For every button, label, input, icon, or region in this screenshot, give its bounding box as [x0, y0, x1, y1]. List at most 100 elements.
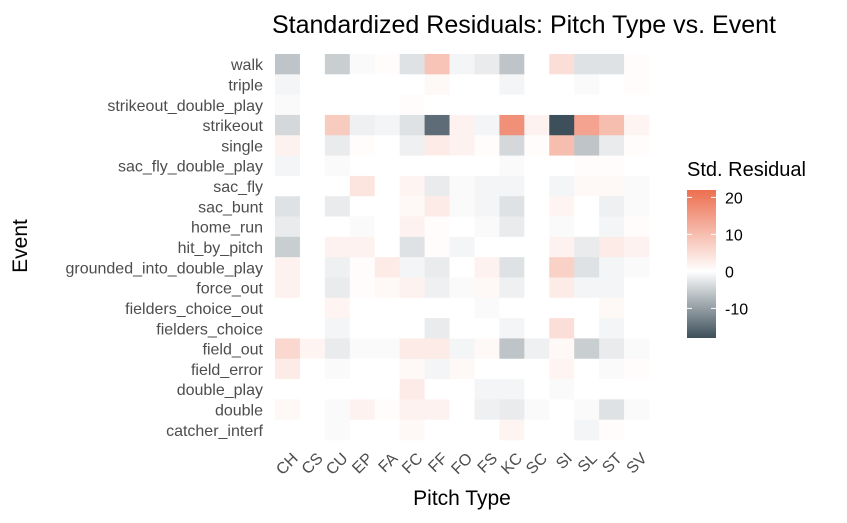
- heatmap-cell-sac_fly_double_play-SC: [524, 155, 550, 177]
- x-tick-label-SC: SC: [523, 450, 551, 478]
- heatmap-cell-double-SL: [574, 399, 600, 421]
- heatmap-cell-sac_bunt-CU: [324, 196, 351, 217]
- heatmap-cell-triple-SL: [574, 74, 600, 96]
- heatmap-cell-catcher_interf-FA: [374, 419, 401, 441]
- heatmap-cell-strikeout-SC: [524, 114, 550, 136]
- heatmap-cell-sac_fly_double_play-CH: [275, 155, 301, 177]
- heatmap-cell-strikeout_double_play-SV: [624, 94, 650, 116]
- heatmap-cell-triple-FC: [399, 74, 425, 96]
- x-tick-label-SL: SL: [575, 450, 601, 476]
- heatmap-cell-double_play-SL: [574, 379, 600, 400]
- heatmap-cell-strikeout_double_play-FF: [424, 94, 450, 116]
- heatmap-cell-single-SI: [549, 135, 575, 156]
- heatmap-cell-double_play-SV: [624, 379, 650, 400]
- heatmap-cell-strikeout-FC: [399, 114, 425, 136]
- legend-tick-label: 10: [725, 227, 743, 244]
- heatmap-cell-catcher_interf-FS: [474, 419, 500, 441]
- y-tick-label-hit_by_pitch: hit_by_pitch: [178, 240, 263, 257]
- heatmap-cell-force_out-FC: [399, 277, 425, 299]
- heatmap-cell-single-FA: [374, 135, 401, 156]
- heatmap-cell-hit_by_pitch-SC: [524, 236, 550, 258]
- heatmap-cell-sac_bunt-CH: [275, 196, 301, 217]
- heatmap-cell-home_run-CU: [324, 216, 351, 238]
- heatmap-cell-walk-FA: [374, 54, 401, 75]
- heatmap-cell-force_out-SL: [574, 277, 600, 299]
- heatmap-cell-single-ST: [599, 135, 625, 156]
- heatmap-cell-field_out-FC: [399, 338, 425, 360]
- heatmap-cell-fielders_choice-FS: [474, 318, 500, 339]
- y-tick-label-grounded_into_double_play: grounded_into_double_play: [65, 260, 263, 277]
- heatmap-cell-sac_fly_double_play-FS: [474, 155, 500, 177]
- legend: Std. Residual 20 10 0 -10: [687, 159, 806, 338]
- heatmap-cell-double_play-FO: [449, 379, 475, 400]
- heatmap-cell-double-FS: [474, 399, 500, 421]
- heatmap-cell-sac_fly_double_play-SL: [574, 155, 600, 177]
- heatmap-cell-field_out-EP: [349, 338, 376, 360]
- heatmap-cell-strikeout-ST: [599, 114, 625, 136]
- heatmap-cell-force_out-EP: [349, 277, 376, 299]
- y-tick-label-fielders_choice: fielders_choice: [156, 321, 263, 338]
- heatmap-cell-fielders_choice-SI: [549, 318, 575, 339]
- heatmap-cell-strikeout_double_play-FC: [399, 94, 425, 116]
- heatmap-cell-walk-FO: [449, 54, 475, 75]
- heatmap-cell-hit_by_pitch-EP: [349, 236, 376, 258]
- heatmap-cell-field_error-SI: [549, 358, 575, 380]
- heatmap-cell-fielders_choice_out-FF: [424, 297, 450, 319]
- heatmap-cell-fielders_choice-EP: [349, 318, 376, 339]
- heatmap-cell-sac_bunt-ST: [599, 196, 625, 217]
- x-tick-label-FF: FF: [425, 450, 451, 476]
- heatmap-cell-single-FS: [474, 135, 500, 156]
- heatmap-cell-single-SC: [524, 135, 550, 156]
- heatmap-cell-sac_fly_double_play-FC: [399, 155, 425, 177]
- heatmap-cell-hit_by_pitch-CH: [275, 236, 301, 258]
- heatmap-cell-field_out-FS: [474, 338, 500, 360]
- legend-ticks: 20 10 0 -10: [687, 190, 748, 318]
- legend-colorbar: [687, 190, 716, 338]
- heatmap-cell-fielders_choice_out-SC: [524, 297, 550, 319]
- heatmap-cell-single-SV: [624, 135, 650, 156]
- heatmap-cell-triple-CH: [275, 74, 301, 96]
- heatmap-cell-catcher_interf-EP: [349, 419, 376, 441]
- x-tick-label-FC: FC: [399, 450, 426, 477]
- heatmap-cell-catcher_interf-SI: [549, 419, 575, 441]
- y-tick-label-strikeout: strikeout: [203, 118, 264, 135]
- heatmap-cell-fielders_choice-SV: [624, 318, 650, 339]
- heatmap-cell-force_out-FF: [424, 277, 450, 299]
- heatmap-cell-triple-FF: [424, 74, 450, 96]
- heatmap-cell-grounded_into_double_play-FO: [449, 257, 475, 278]
- heatmap-cell-sac_fly-EP: [349, 175, 376, 197]
- heatmap-cell-triple-SC: [524, 74, 550, 96]
- heatmap-cell-triple-CU: [324, 74, 351, 96]
- x-tick-label-CH: CH: [273, 450, 301, 478]
- heatmap-cell-double-CU: [324, 399, 351, 421]
- heatmap-cell-double-KC: [499, 399, 525, 421]
- heatmap-cell-walk-EP: [349, 54, 376, 75]
- heatmap-cell-fielders_choice_out-CS: [299, 297, 326, 319]
- heatmap-cell-strikeout-KC: [499, 114, 525, 136]
- heatmap-cell-double-FF: [424, 399, 450, 421]
- heatmap-cell-sac_bunt-FF: [424, 196, 450, 217]
- heatmap-cell-field_error-FO: [449, 358, 475, 380]
- heatmap-cell-catcher_interf-CH: [275, 419, 301, 441]
- y-tick-label-sac_fly: sac_fly: [213, 179, 263, 196]
- heatmap-cell-catcher_interf-FC: [399, 419, 425, 441]
- heatmap-cell-walk-SI: [549, 54, 575, 75]
- y-tick-label-sac_bunt: sac_bunt: [198, 199, 263, 216]
- heatmap-cell-triple-SV: [624, 74, 650, 96]
- x-tick-label-FO: FO: [448, 450, 476, 478]
- heatmap-cell-force_out-SV: [624, 277, 650, 299]
- heatmap-cell-sac_bunt-FA: [374, 196, 401, 217]
- heatmap-cell-double-SI: [549, 399, 575, 421]
- heatmap-cell-field_out-SI: [549, 338, 575, 360]
- heatmap-cell-triple-ST: [599, 74, 625, 96]
- heatmap-cell-force_out-FA: [374, 277, 401, 299]
- heatmap-cell-hit_by_pitch-KC: [499, 236, 525, 258]
- heatmap-cell-sac_fly_double_play-FO: [449, 155, 475, 177]
- heatmap-cell-field_out-CU: [324, 338, 351, 360]
- heatmap-cell-single-CU: [324, 135, 351, 156]
- heatmap-cell-fielders_choice-FC: [399, 318, 425, 339]
- heatmap-cell-hit_by_pitch-SI: [549, 236, 575, 258]
- heatmap-cell-sac_fly-SI: [549, 175, 575, 197]
- legend-tick-label: -10: [725, 301, 748, 318]
